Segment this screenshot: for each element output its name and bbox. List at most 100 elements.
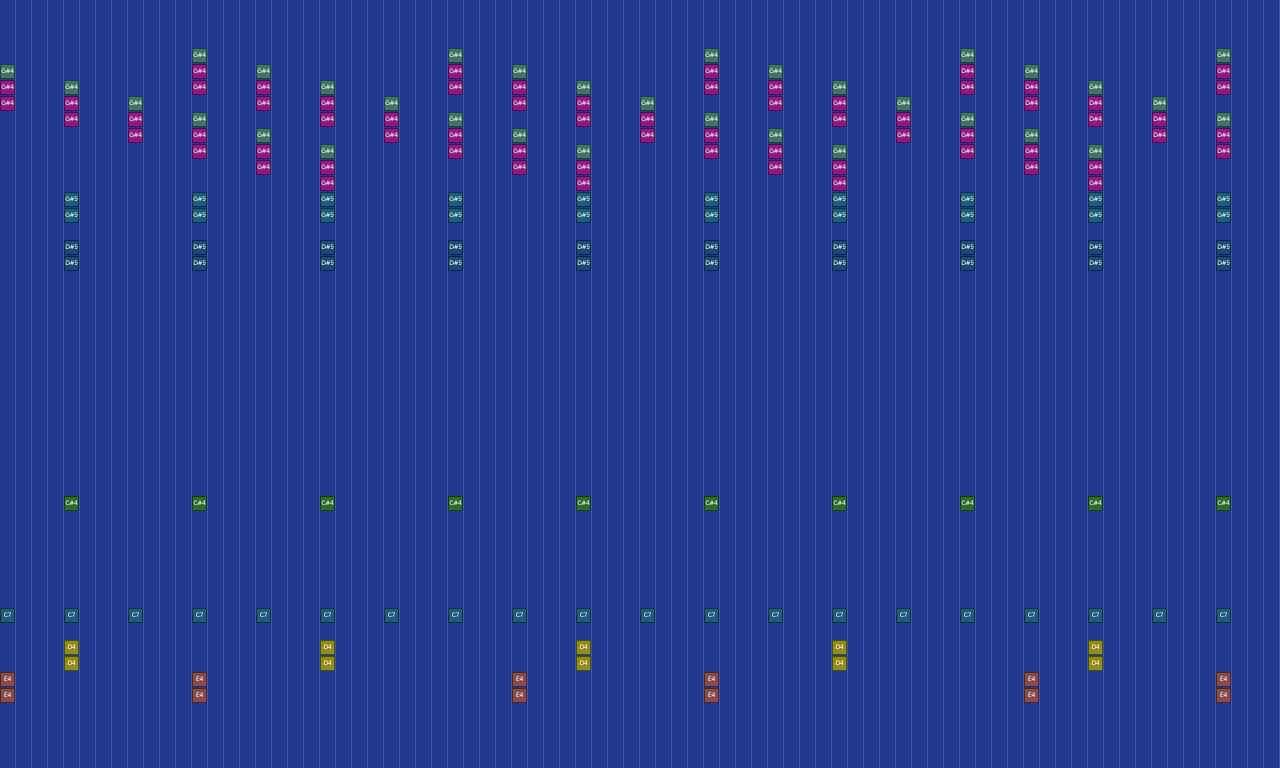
note-block[interactable]: C#4: [448, 496, 463, 511]
note-block[interactable]: E4: [1216, 688, 1231, 703]
note-block[interactable]: D#5: [576, 240, 591, 255]
note-block[interactable]: G#4: [128, 128, 143, 143]
note-block[interactable]: D4: [832, 640, 847, 655]
note-block[interactable]: D#5: [1088, 256, 1103, 271]
note-block[interactable]: G#4: [1216, 80, 1231, 95]
note-block[interactable]: G#4: [64, 96, 79, 111]
note-block[interactable]: G#5: [192, 192, 207, 207]
note-block[interactable]: C7: [1152, 608, 1167, 623]
note-block[interactable]: D#4: [1024, 96, 1039, 111]
note-block[interactable]: C#4: [320, 496, 335, 511]
note-block[interactable]: G#4: [576, 96, 591, 111]
note-block[interactable]: C#4: [192, 496, 207, 511]
note-block[interactable]: G#4: [256, 96, 271, 111]
note-block[interactable]: G#4: [1024, 144, 1039, 159]
note-block[interactable]: G#4: [256, 80, 271, 95]
note-block[interactable]: D#5: [704, 240, 719, 255]
note-block[interactable]: G#4: [448, 144, 463, 159]
note-block[interactable]: G#4: [192, 112, 207, 127]
note-block[interactable]: G#4: [448, 48, 463, 63]
note-block[interactable]: G#4: [896, 128, 911, 143]
note-block[interactable]: D4: [832, 656, 847, 671]
note-block[interactable]: G#4: [896, 112, 911, 127]
note-block[interactable]: G#4: [1088, 176, 1103, 191]
note-block[interactable]: G#4: [960, 112, 975, 127]
note-block[interactable]: E4: [704, 688, 719, 703]
note-block[interactable]: D4: [576, 640, 591, 655]
note-block[interactable]: G#4: [832, 80, 847, 95]
note-block[interactable]: G#4: [576, 160, 591, 175]
note-block[interactable]: E4: [1024, 672, 1039, 687]
note-block[interactable]: D#4: [1088, 112, 1103, 127]
note-block[interactable]: D#4: [960, 64, 975, 79]
note-block[interactable]: G#5: [704, 192, 719, 207]
note-block[interactable]: G#5: [1088, 208, 1103, 223]
note-block[interactable]: G#4: [512, 80, 527, 95]
note-block[interactable]: G#4: [192, 128, 207, 143]
note-block[interactable]: G#4: [832, 144, 847, 159]
note-block[interactable]: G#4: [512, 144, 527, 159]
note-block[interactable]: D#4: [1024, 80, 1039, 95]
note-block[interactable]: E4: [0, 688, 15, 703]
note-block[interactable]: G#4: [192, 144, 207, 159]
note-block[interactable]: C7: [128, 608, 143, 623]
note-block[interactable]: G#4: [576, 176, 591, 191]
note-block[interactable]: D#5: [320, 240, 335, 255]
note-block[interactable]: D#5: [64, 240, 79, 255]
note-block[interactable]: G#4: [1088, 160, 1103, 175]
note-block[interactable]: E4: [0, 672, 15, 687]
note-block[interactable]: G#5: [320, 208, 335, 223]
note-block[interactable]: G#4: [1216, 48, 1231, 63]
note-block[interactable]: G#5: [576, 192, 591, 207]
note-block[interactable]: G#4: [64, 112, 79, 127]
note-block[interactable]: G#4: [320, 176, 335, 191]
note-block[interactable]: G#4: [832, 112, 847, 127]
note-block[interactable]: G#4: [128, 96, 143, 111]
note-block[interactable]: G#4: [128, 112, 143, 127]
note-block[interactable]: D#5: [704, 256, 719, 271]
note-block[interactable]: C7: [192, 608, 207, 623]
note-block[interactable]: G#4: [384, 96, 399, 111]
note-block[interactable]: E4: [192, 688, 207, 703]
note-block[interactable]: C7: [576, 608, 591, 623]
note-block[interactable]: G#5: [64, 208, 79, 223]
note-block[interactable]: G#4: [512, 128, 527, 143]
note-block[interactable]: G#4: [704, 144, 719, 159]
note-block[interactable]: G#4: [192, 64, 207, 79]
note-block[interactable]: D#4: [1152, 128, 1167, 143]
note-block[interactable]: D#5: [320, 256, 335, 271]
note-block[interactable]: C7: [896, 608, 911, 623]
note-block[interactable]: D#4: [1216, 112, 1231, 127]
note-block[interactable]: G#4: [256, 128, 271, 143]
note-block[interactable]: G#4: [448, 112, 463, 127]
note-block[interactable]: G#4: [256, 160, 271, 175]
note-block[interactable]: D#4: [1088, 96, 1103, 111]
note-block[interactable]: G#4: [448, 128, 463, 143]
note-block[interactable]: G#4: [192, 80, 207, 95]
note-block[interactable]: C#4: [64, 496, 79, 511]
note-block[interactable]: D#4: [1216, 144, 1231, 159]
note-block[interactable]: G#4: [832, 176, 847, 191]
note-block[interactable]: G#5: [1088, 192, 1103, 207]
note-block[interactable]: G#5: [832, 192, 847, 207]
note-block[interactable]: G#4: [1216, 64, 1231, 79]
note-block[interactable]: D#4: [1216, 128, 1231, 143]
note-block[interactable]: G#4: [576, 80, 591, 95]
note-block[interactable]: D4: [320, 640, 335, 655]
note-block[interactable]: G#4: [704, 80, 719, 95]
note-block[interactable]: G#5: [320, 192, 335, 207]
note-block[interactable]: G#4: [256, 64, 271, 79]
note-block[interactable]: D#5: [192, 240, 207, 255]
note-block[interactable]: D4: [64, 656, 79, 671]
note-block[interactable]: G#4: [832, 96, 847, 111]
note-block[interactable]: C#4: [1088, 496, 1103, 511]
note-block[interactable]: G#4: [704, 48, 719, 63]
note-block[interactable]: E4: [704, 672, 719, 687]
note-block[interactable]: D#5: [576, 256, 591, 271]
note-block[interactable]: D4: [1088, 656, 1103, 671]
note-block[interactable]: G#4: [704, 128, 719, 143]
note-block[interactable]: C7: [640, 608, 655, 623]
note-block[interactable]: C7: [1024, 608, 1039, 623]
note-block[interactable]: G#4: [896, 96, 911, 111]
